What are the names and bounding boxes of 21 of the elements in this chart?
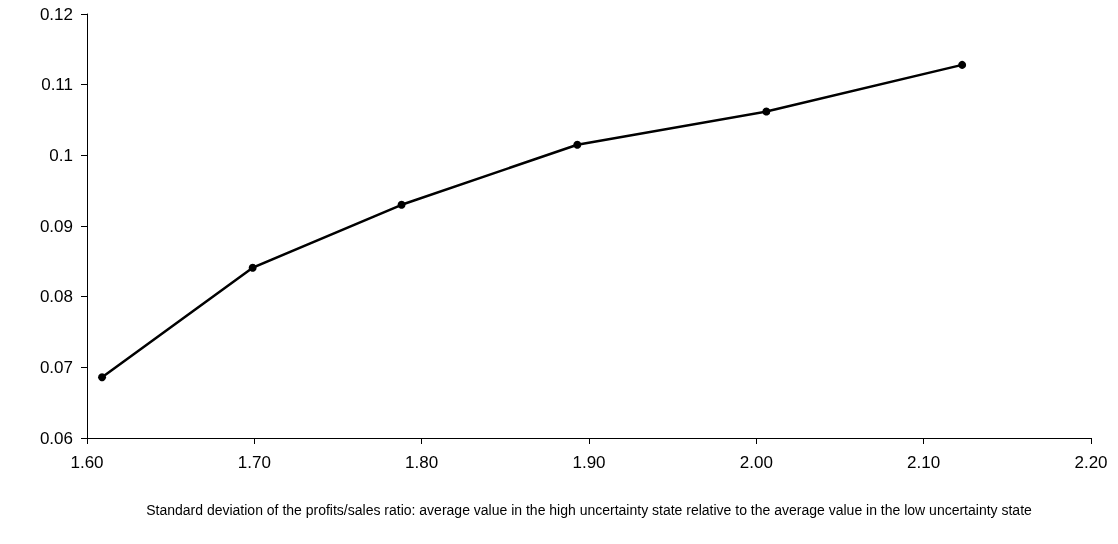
point [762, 107, 771, 116]
y-tick-label: 0.09 [39, 216, 73, 236]
x-tick-label: 2.10 [907, 453, 941, 472]
point [248, 263, 257, 272]
y-tick-label: 0.08 [39, 287, 73, 307]
x-axis-title: Standard deviation of the profits/sales ratio: average value in the high uncertainty state relative to the average value in the low uncertainty state [146, 501, 1033, 518]
x-tick-label: 1.60 [70, 453, 104, 472]
x-tick-label: 2.20 [1074, 453, 1108, 472]
x-tick-label: 2.00 [739, 453, 773, 472]
y-tick-label: 0.07 [39, 357, 73, 377]
y-tick-label: 0.06 [39, 428, 73, 448]
y-tick-label: 0.1 [49, 145, 73, 165]
x-tick-label: 1.90 [572, 453, 606, 472]
y-tick-label: 0.11 [41, 75, 73, 95]
point [573, 140, 582, 149]
x-tick-label: 1.70 [237, 453, 271, 472]
point [98, 373, 107, 382]
y-tick-label: 0.12 [39, 4, 73, 24]
point [397, 200, 406, 209]
x-tick-label: 1.80 [405, 453, 439, 472]
point [958, 60, 967, 69]
